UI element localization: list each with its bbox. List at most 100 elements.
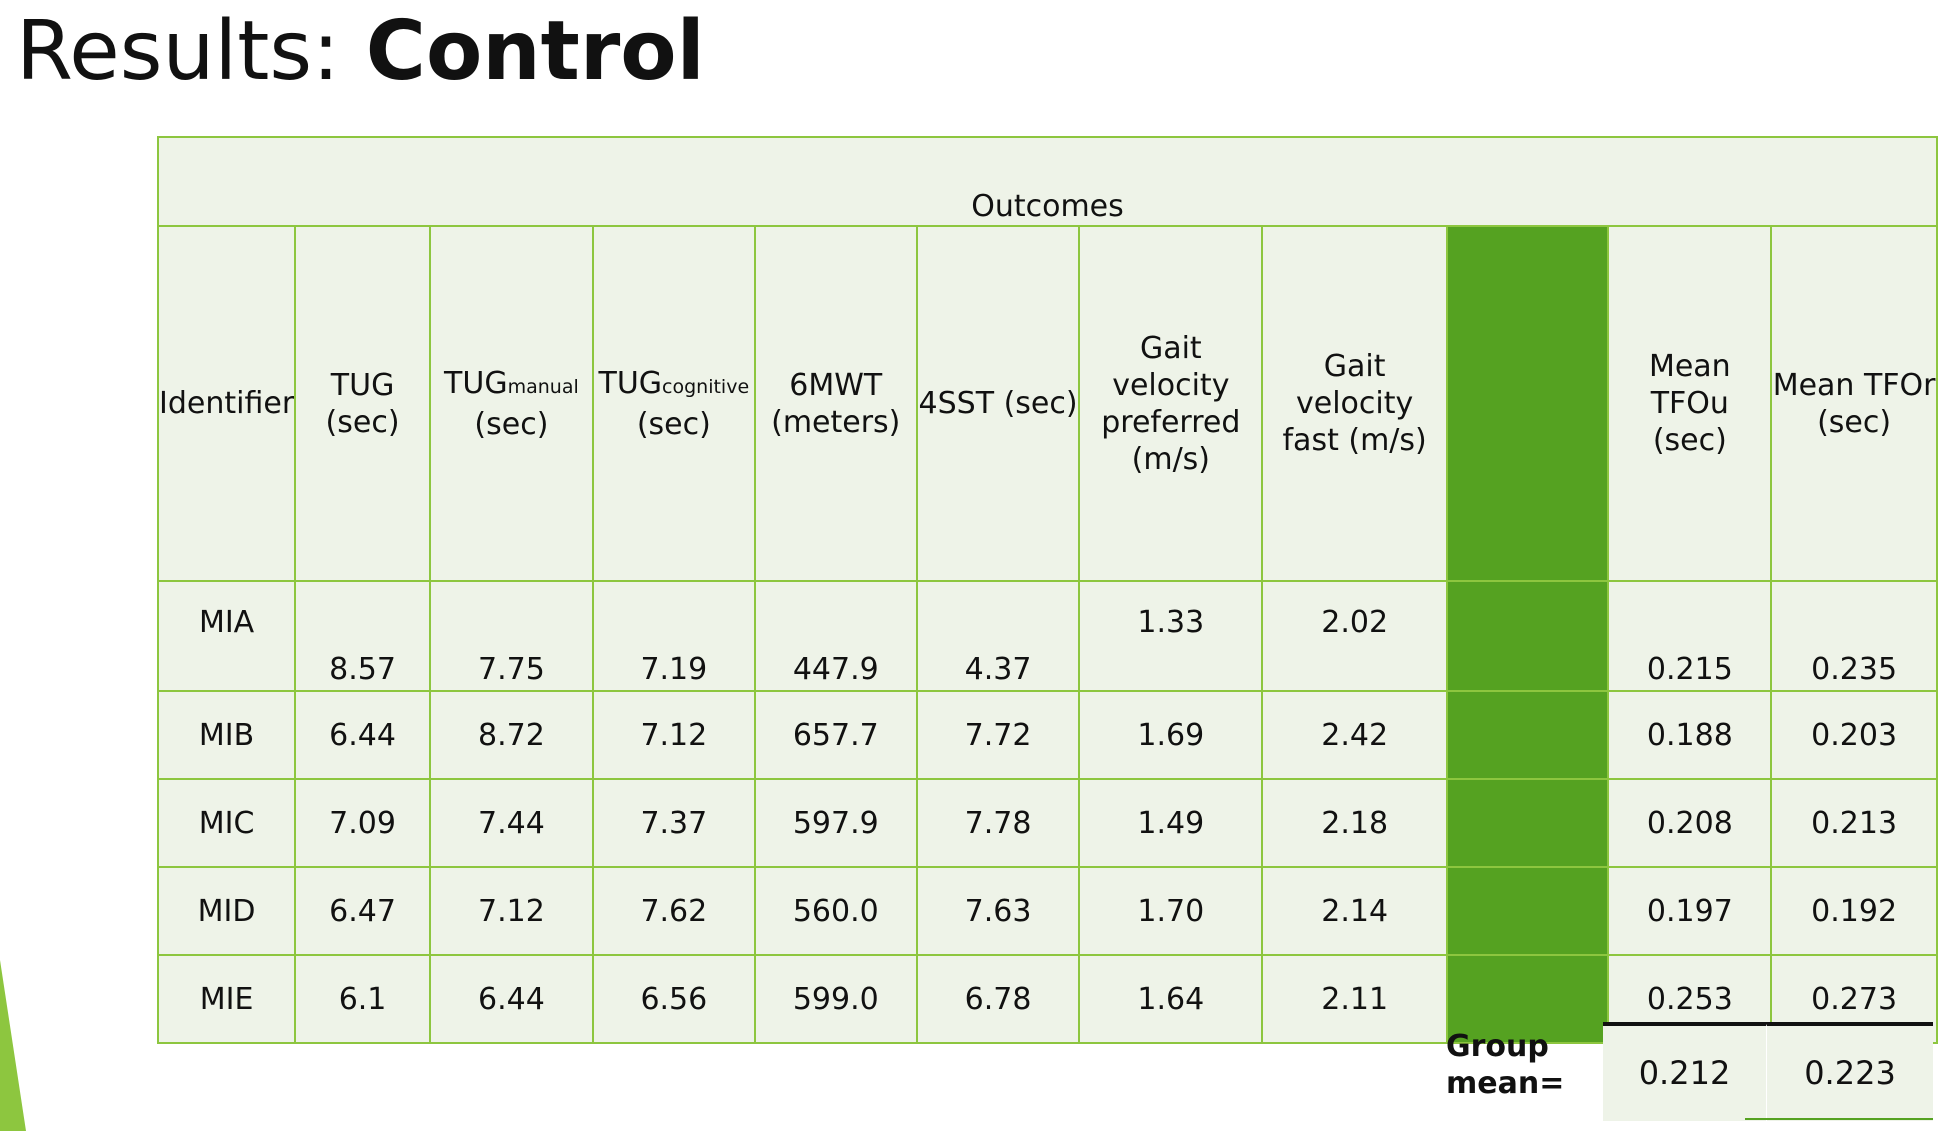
header-row: Identifier TUG (sec) TUGmanual (sec) TUGco… bbox=[156, 225, 1938, 582]
cell-mean-tfou: 0.208 bbox=[1607, 778, 1773, 868]
header-tug-line1: TUG bbox=[330, 367, 395, 403]
cell-4sst: 7.78 bbox=[915, 778, 1081, 868]
header-tug-line2: (sec) bbox=[325, 404, 400, 440]
cell-tug-manual: 8.72 bbox=[428, 690, 594, 780]
cell-identifier: MIC bbox=[156, 778, 297, 868]
header-tug-cognitive-sub: cognitive bbox=[662, 375, 750, 398]
cell-tug-cognitive: 6.56 bbox=[591, 954, 756, 1044]
header-tug-manual-line2: (sec) bbox=[474, 406, 549, 442]
header-6mwt-line2: (meters) bbox=[771, 404, 901, 440]
cell-4sst: 7.72 bbox=[915, 690, 1081, 780]
cell-tug-cognitive: 7.12 bbox=[591, 690, 756, 780]
cell-mean-tfou: 0.188 bbox=[1607, 690, 1773, 780]
header-tug-cognitive-base: TUG bbox=[598, 365, 663, 401]
cell-4sst: 7.63 bbox=[915, 866, 1081, 956]
table-row: MID 6.47 7.12 7.62 560.0 7.63 1.70 2.14 … bbox=[156, 866, 1938, 956]
outcomes-banner: Outcomes bbox=[157, 136, 1938, 227]
group-mean-tfor: 0.223 bbox=[1767, 1022, 1933, 1121]
header-mean-tfou-line2: (sec) bbox=[1652, 423, 1727, 458]
cell-tug-cognitive: 7.19 bbox=[591, 580, 756, 692]
header-mean-tfor-line1: Mean TFOr bbox=[1772, 367, 1936, 403]
cell-gait-preferred: 1.33 bbox=[1078, 580, 1264, 692]
cell-mean-tfor: 0.192 bbox=[1770, 866, 1938, 956]
cell-mean-tfor: 0.213 bbox=[1770, 778, 1938, 868]
table-row: MIC 7.09 7.44 7.37 597.9 7.78 1.49 2.18 … bbox=[156, 778, 1938, 868]
spacer-column-cell bbox=[1446, 866, 1610, 956]
header-gait-fast: Gait velocity fast (m/s) bbox=[1261, 225, 1449, 582]
header-mean-tfou: Mean TFOu (sec) bbox=[1607, 225, 1773, 582]
spacer-column-cell bbox=[1446, 954, 1610, 1044]
cell-identifier: MIE bbox=[156, 954, 297, 1044]
cell-gait-preferred: 1.49 bbox=[1078, 778, 1264, 868]
header-6mwt-line1: 6MWT bbox=[789, 367, 883, 403]
cell-mean-tfor: 0.203 bbox=[1770, 690, 1938, 780]
title-main: Control bbox=[365, 4, 705, 99]
cell-tug-cognitive: 7.62 bbox=[591, 866, 756, 956]
spacer-column-cell bbox=[1446, 690, 1610, 780]
header-identifier: Identifier bbox=[156, 225, 297, 582]
cell-tug: 6.1 bbox=[294, 954, 431, 1044]
header-6mwt: 6MWT (meters) bbox=[753, 225, 918, 582]
cell-gait-preferred: 1.64 bbox=[1078, 954, 1264, 1044]
spacer-column-cell bbox=[1446, 225, 1610, 582]
header-gait-fast-line2: fast (m/s) bbox=[1282, 423, 1427, 458]
cell-identifier: MID bbox=[156, 866, 297, 956]
cell-tug-manual: 7.75 bbox=[428, 580, 594, 692]
cell-6mwt: 657.7 bbox=[753, 690, 918, 780]
outcomes-table: Outcomes Identifier TUG (sec) TUGmanual (s… bbox=[156, 136, 1938, 1044]
header-mean-tfor: Mean TFOr (sec) bbox=[1770, 225, 1938, 582]
spacer-column-cell bbox=[1446, 778, 1610, 868]
banner-row: Outcomes bbox=[157, 136, 1938, 227]
group-mean-label-line1: Group bbox=[1446, 1029, 1549, 1064]
cell-tug: 6.47 bbox=[294, 866, 431, 956]
header-mean-tfou-line1: Mean TFOu bbox=[1648, 349, 1731, 421]
cell-4sst: 4.37 bbox=[915, 580, 1081, 692]
cell-gait-fast: 2.42 bbox=[1261, 690, 1449, 780]
table-row: MIA 8.57 7.75 7.19 447.9 4.37 1.33 2.02 … bbox=[156, 580, 1938, 692]
cell-gait-fast: 2.14 bbox=[1261, 866, 1449, 956]
cell-gait-fast: 2.11 bbox=[1261, 954, 1449, 1044]
group-mean-tfou: 0.212 bbox=[1603, 1022, 1768, 1121]
cell-gait-preferred: 1.69 bbox=[1078, 690, 1264, 780]
cell-tug: 6.44 bbox=[294, 690, 431, 780]
table-row: MIB 6.44 8.72 7.12 657.7 7.72 1.69 2.42 … bbox=[156, 690, 1938, 780]
group-mean-underline bbox=[1745, 1118, 1933, 1120]
cell-tug-cognitive: 7.37 bbox=[591, 778, 756, 868]
cell-gait-fast: 2.02 bbox=[1261, 580, 1449, 692]
cell-gait-fast: 2.18 bbox=[1261, 778, 1449, 868]
title-prefix: Results: bbox=[16, 4, 366, 99]
cell-mean-tfou: 0.197 bbox=[1607, 866, 1773, 956]
cell-mean-tfor: 0.235 bbox=[1770, 580, 1938, 692]
slide-title: Results: Control bbox=[16, 4, 705, 100]
header-gait-preferred-line1: Gait velocity bbox=[1112, 330, 1230, 403]
cell-6mwt: 560.0 bbox=[753, 866, 918, 956]
header-mean-tfor-line2: (sec) bbox=[1817, 404, 1892, 440]
corner-accent-shape bbox=[0, 960, 26, 1131]
spacer-column-cell bbox=[1446, 580, 1610, 692]
cell-tug-manual: 7.12 bbox=[428, 866, 594, 956]
header-gait-preferred-line3: (m/s) bbox=[1131, 441, 1211, 477]
header-4sst: 4SST (sec) bbox=[915, 225, 1081, 582]
header-tug: TUG (sec) bbox=[294, 225, 431, 582]
cell-tug-manual: 7.44 bbox=[428, 778, 594, 868]
cell-tug-manual: 6.44 bbox=[428, 954, 594, 1044]
header-gait-preferred-line2: preferred bbox=[1101, 404, 1241, 440]
header-tug-manual-base: TUG bbox=[444, 365, 508, 401]
header-gait-preferred: Gait velocity preferred (m/s) bbox=[1078, 225, 1264, 582]
cell-tug: 7.09 bbox=[294, 778, 431, 868]
header-tug-manual: TUGmanual (sec) bbox=[428, 225, 594, 582]
group-mean-label: Group mean= bbox=[1446, 1028, 1606, 1102]
header-tug-manual-sub: manual bbox=[507, 375, 579, 398]
header-tug-cognitive-line2: (sec) bbox=[636, 406, 711, 442]
header-gait-fast-line1: Gait velocity bbox=[1296, 349, 1414, 421]
cell-6mwt: 447.9 bbox=[753, 580, 918, 692]
header-tug-cognitive: TUGcognitive (sec) bbox=[591, 225, 756, 582]
cell-6mwt: 599.0 bbox=[753, 954, 918, 1044]
cell-tug: 8.57 bbox=[294, 580, 431, 692]
cell-6mwt: 597.9 bbox=[753, 778, 918, 868]
group-mean-label-line2: mean= bbox=[1446, 1066, 1565, 1101]
cell-gait-preferred: 1.70 bbox=[1078, 866, 1264, 956]
cell-4sst: 6.78 bbox=[915, 954, 1081, 1044]
cell-identifier: MIB bbox=[156, 690, 297, 780]
